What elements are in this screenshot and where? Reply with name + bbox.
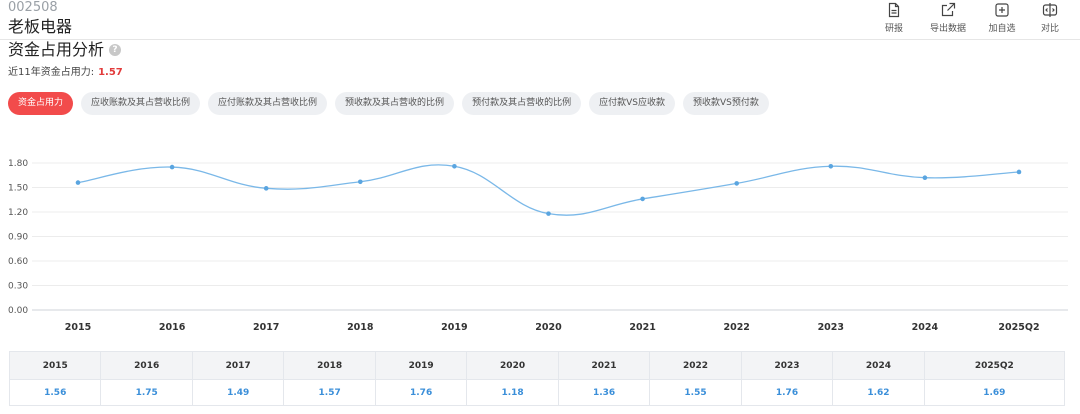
table-cell: 1.18	[466, 379, 559, 406]
x-tick-label: 2024	[912, 322, 939, 333]
stock-name: 老板电器	[8, 17, 73, 36]
toolbar: 研报 导出数据 加自选 对比	[870, 0, 1074, 34]
table-header-cell: 2023	[740, 351, 834, 380]
table-header-cell: 2018	[283, 351, 376, 380]
y-tick-label: 0.90	[8, 233, 28, 243]
tab-payables[interactable]: 应付账款及其占营收比例	[208, 92, 328, 115]
y-tick-label: 1.50	[8, 184, 28, 194]
x-tick-label: 2023	[818, 322, 844, 333]
table-header-cell: 2019	[374, 351, 468, 380]
table-header-cell: 2022	[649, 351, 742, 380]
export-icon	[941, 2, 956, 17]
y-tick-label: 0.60	[8, 257, 28, 267]
series-line	[77, 164, 1020, 216]
data-point[interactable]	[546, 211, 551, 216]
summary-value: 1.57	[98, 67, 123, 78]
tab-capital-occupation[interactable]: 资金占用力	[8, 92, 74, 115]
x-tick-label: 2025Q2	[998, 322, 1039, 333]
data-point[interactable]	[734, 181, 739, 186]
metric-tabs: 资金占用力 应收账款及其占营收比例 应付账款及其占营收比例 预收款及其占营收的比…	[8, 92, 777, 115]
research-report-button[interactable]: 研报	[870, 0, 918, 34]
add-watchlist-button[interactable]: 加自选	[978, 0, 1026, 34]
x-tick-label: 2017	[253, 322, 279, 333]
compare-button[interactable]: 对比	[1026, 0, 1074, 34]
table-cell: 1.36	[557, 379, 651, 406]
data-point[interactable]	[75, 180, 81, 185]
table-header-cell: 2017	[191, 351, 285, 380]
header-divider	[0, 39, 1080, 40]
x-tick-label: 2018	[347, 322, 374, 333]
capital-occupation-chart: 0.00 0.30 0.60 0.90 1.20 1.50 1.80 2015 2016 2017…	[8, 159, 1068, 333]
table-cell: 1.76	[740, 379, 834, 406]
data-point[interactable]	[358, 179, 363, 185]
table-cell: 1.55	[649, 379, 742, 406]
data-point[interactable]	[828, 163, 834, 169]
data-point[interactable]	[922, 175, 928, 180]
tab-advance-receipts[interactable]: 预收款及其占营收的比例	[335, 92, 455, 115]
summary: 近11年资金占用力: 1.57	[8, 67, 123, 79]
table-header-cell: 2016	[100, 351, 193, 380]
table-header-cell: 2020	[466, 351, 559, 380]
x-tick-label: 2022	[723, 322, 749, 333]
table-row: 1.56 1.75 1.49 1.57 1.76 1.18 1.36 1.55 1.76 1.62…	[8, 379, 1066, 406]
data-point[interactable]	[263, 186, 269, 191]
y-tick-label: 0.30	[8, 282, 28, 292]
stock-code: 002508	[8, 0, 58, 15]
data-point[interactable]	[640, 196, 645, 202]
document-icon	[888, 2, 900, 18]
table-header-cell: 2025Q2	[923, 351, 1066, 380]
table-cell: 1.75	[100, 379, 193, 406]
tab-receivables[interactable]: 应收账款及其占营收比例	[81, 92, 201, 115]
help-icon[interactable]: ?	[109, 44, 122, 56]
compare-label: 对比	[1040, 24, 1059, 34]
summary-label: 近11年资金占用力:	[8, 67, 95, 78]
x-tick-label: 2021	[629, 322, 655, 333]
data-point[interactable]	[1016, 169, 1022, 175]
tab-prepayments[interactable]: 预付款及其占营收的比例	[462, 92, 582, 115]
tab-advances-vs-prepayments[interactable]: 预收款VS预付款	[682, 92, 769, 115]
table-header-cell: 2015	[8, 351, 102, 380]
section-title: 资金占用分析 ?	[8, 40, 122, 60]
x-tick-label: 2019	[441, 322, 467, 333]
y-tick-label: 1.80	[8, 159, 28, 169]
y-tick-label: 1.20	[8, 208, 28, 218]
export-data-label: 导出数据	[929, 24, 966, 34]
table-header-cell: 2021	[557, 351, 651, 380]
data-point[interactable]	[452, 163, 457, 169]
data-point[interactable]	[169, 164, 175, 170]
table-header-row: 2015 2016 2017 2018 2019 2020 2021 2022 2023 2024…	[8, 351, 1066, 380]
y-tick-label: 0.00	[8, 306, 28, 316]
table-cell: 1.56	[8, 379, 102, 406]
table-cell: 1.76	[374, 379, 468, 406]
export-data-button[interactable]: 导出数据	[918, 0, 978, 34]
compare-icon	[1042, 3, 1058, 17]
x-tick-label: 2015	[65, 322, 91, 333]
table-cell: 1.49	[191, 379, 285, 406]
table-cell: 1.57	[283, 379, 376, 406]
table-cell: 1.62	[832, 379, 925, 406]
table-cell: 1.69	[923, 379, 1066, 406]
add-icon	[995, 3, 1009, 17]
x-tick-label: 2020	[535, 322, 562, 333]
tab-payables-vs-receivables[interactable]: 应付款VS应收款	[589, 92, 675, 115]
research-report-label: 研报	[884, 24, 903, 34]
add-watchlist-label: 加自选	[988, 24, 1016, 34]
data-table: 2015 2016 2017 2018 2019 2020 2021 2022 2023 2024…	[8, 351, 1066, 406]
table-header-cell: 2024	[832, 351, 925, 380]
x-tick-label: 2016	[159, 322, 186, 333]
section-title-text: 资金占用分析	[8, 40, 105, 59]
